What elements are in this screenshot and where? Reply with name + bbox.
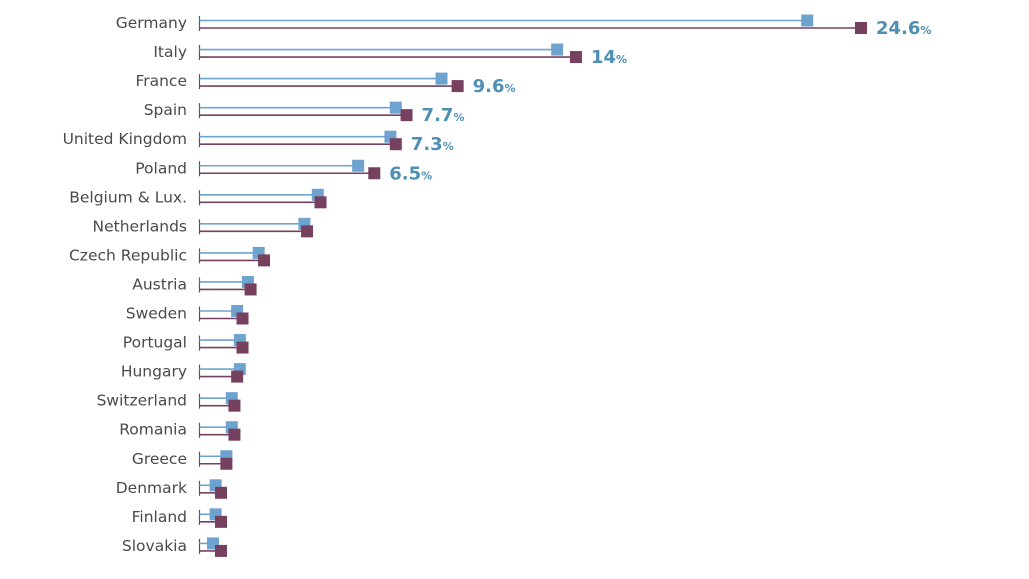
series-2-marker (569, 51, 582, 64)
data-label: 14% (591, 47, 627, 68)
category-label: Italy (153, 43, 187, 61)
series-2-marker (215, 486, 228, 499)
data-label: 24.6% (876, 18, 931, 39)
series-2-marker (215, 544, 228, 557)
series-2-marker (301, 225, 314, 238)
category-label: Denmark (116, 479, 187, 497)
series-1-marker (209, 508, 222, 521)
data-label: 7.3% (411, 134, 454, 155)
series-2-marker (236, 312, 249, 325)
category-label: Hungary (121, 363, 187, 381)
series-2-marker (244, 283, 257, 296)
series-2-marker (314, 196, 327, 209)
category-label: Romania (119, 421, 187, 439)
category-label: Greece (132, 450, 187, 468)
category-label: Belgium & Lux. (69, 188, 187, 206)
series-2-marker (215, 515, 228, 528)
data-label: 9.6% (473, 76, 516, 97)
category-label: Austria (132, 275, 187, 293)
series-2-marker (389, 138, 402, 151)
series-1-marker (435, 72, 448, 85)
category-label: Slovakia (122, 537, 187, 555)
series-2-marker (228, 399, 241, 412)
category-label: United Kingdom (63, 130, 187, 148)
series-1-marker (801, 14, 814, 27)
series-2-marker (258, 254, 271, 267)
series-1-marker (551, 43, 564, 56)
category-label: Netherlands (93, 217, 187, 235)
category-label: Poland (135, 159, 187, 177)
series-2-marker (400, 109, 413, 122)
data-label: 7.7% (422, 105, 465, 126)
series-2-marker (451, 80, 464, 93)
category-label: Portugal (123, 334, 187, 352)
category-label: Sweden (126, 305, 187, 323)
series-2-marker (368, 167, 381, 180)
series-2-marker (855, 22, 867, 34)
series-2-marker (228, 428, 241, 441)
series-1-marker (389, 101, 402, 114)
series-1-marker (352, 159, 365, 172)
series-2-marker (236, 341, 249, 354)
category-label: Germany (116, 14, 187, 32)
series-2-marker (231, 370, 244, 383)
category-label: France (135, 72, 187, 90)
category-label: Finland (132, 508, 187, 526)
category-label: Czech Republic (69, 246, 187, 264)
category-label: Spain (144, 101, 187, 119)
category-label: Switzerland (97, 392, 187, 410)
series-2-marker (220, 457, 233, 470)
data-label: 6.5% (389, 163, 432, 184)
